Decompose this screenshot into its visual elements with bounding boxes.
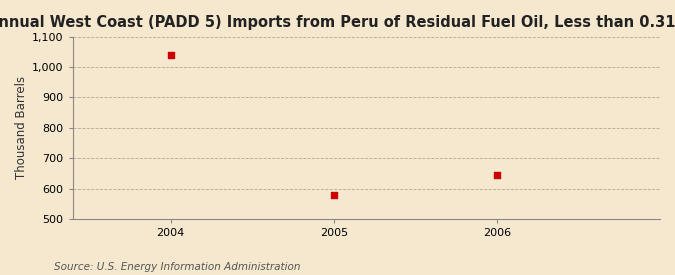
Point [165,53,176,57]
Point [328,192,339,197]
Text: Source: U.S. Energy Information Administration: Source: U.S. Energy Information Administ… [54,262,300,272]
Y-axis label: Thousand Barrels: Thousand Barrels [15,76,28,179]
Title: Annual West Coast (PADD 5) Imports from Peru of Residual Fuel Oil, Less than 0.3: Annual West Coast (PADD 5) Imports from … [0,15,675,30]
Point [491,173,502,177]
